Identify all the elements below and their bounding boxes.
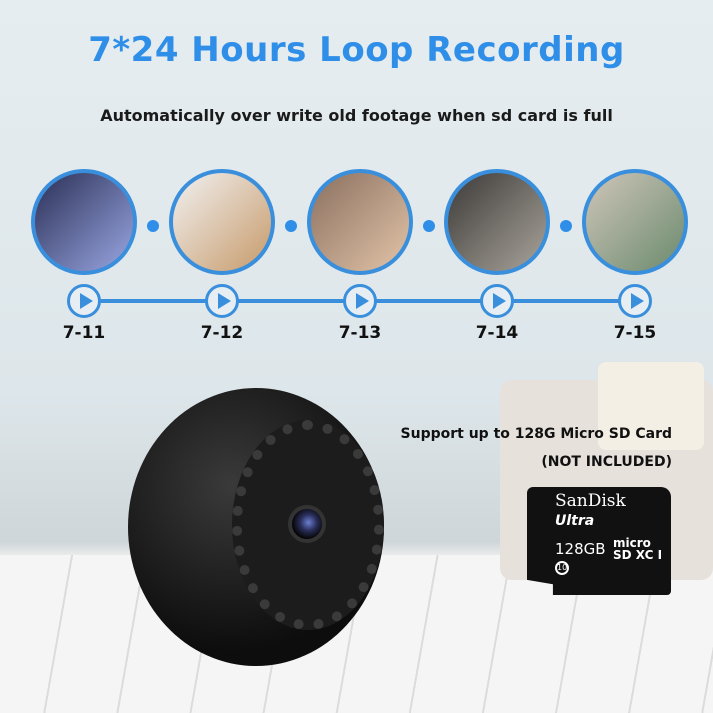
timeline-dot bbox=[560, 220, 572, 232]
sd-brand: SanDisk bbox=[555, 491, 626, 511]
sd-card: SanDisk Ultra 128GB micro SD XC I 10 bbox=[527, 487, 671, 595]
sd-type: micro SD XC I bbox=[613, 536, 663, 562]
date-label: 7-13 bbox=[338, 323, 382, 343]
date-label: 7-11 bbox=[62, 323, 106, 343]
camera-lens bbox=[288, 505, 326, 543]
play-button[interactable] bbox=[67, 284, 101, 318]
sd-line: Ultra bbox=[555, 513, 595, 529]
sd-class: 10 bbox=[555, 561, 569, 575]
sd-capacity: 128GB bbox=[555, 540, 606, 558]
play-button[interactable] bbox=[480, 284, 514, 318]
subheadline: Automatically over write old footage whe… bbox=[100, 106, 613, 125]
pillow bbox=[598, 362, 704, 450]
not-included-text: (NOT INCLUDED) bbox=[541, 454, 672, 470]
sd-support-text: Support up to 128G Micro SD Card bbox=[400, 426, 672, 442]
play-icon bbox=[355, 293, 369, 309]
date-label: 7-14 bbox=[475, 323, 519, 343]
thumbnail-7-11 bbox=[31, 169, 137, 275]
play-button[interactable] bbox=[618, 284, 652, 318]
date-label: 7-12 bbox=[200, 323, 244, 343]
date-label: 7-15 bbox=[613, 323, 657, 343]
play-icon bbox=[79, 293, 93, 309]
play-icon bbox=[492, 293, 506, 309]
thumbnail-7-13 bbox=[307, 169, 413, 275]
timeline-dot bbox=[147, 220, 159, 232]
thumbnail-7-12 bbox=[169, 169, 275, 275]
play-icon bbox=[217, 293, 231, 309]
play-button[interactable] bbox=[205, 284, 239, 318]
camera-front bbox=[232, 420, 384, 630]
headline: 7*24 Hours Loop Recording bbox=[88, 30, 625, 70]
thumbnail-7-14 bbox=[444, 169, 550, 275]
play-icon bbox=[630, 293, 644, 309]
timeline-dot bbox=[285, 220, 297, 232]
timeline-dot bbox=[423, 220, 435, 232]
thumbnail-7-15 bbox=[582, 169, 688, 275]
play-button[interactable] bbox=[343, 284, 377, 318]
